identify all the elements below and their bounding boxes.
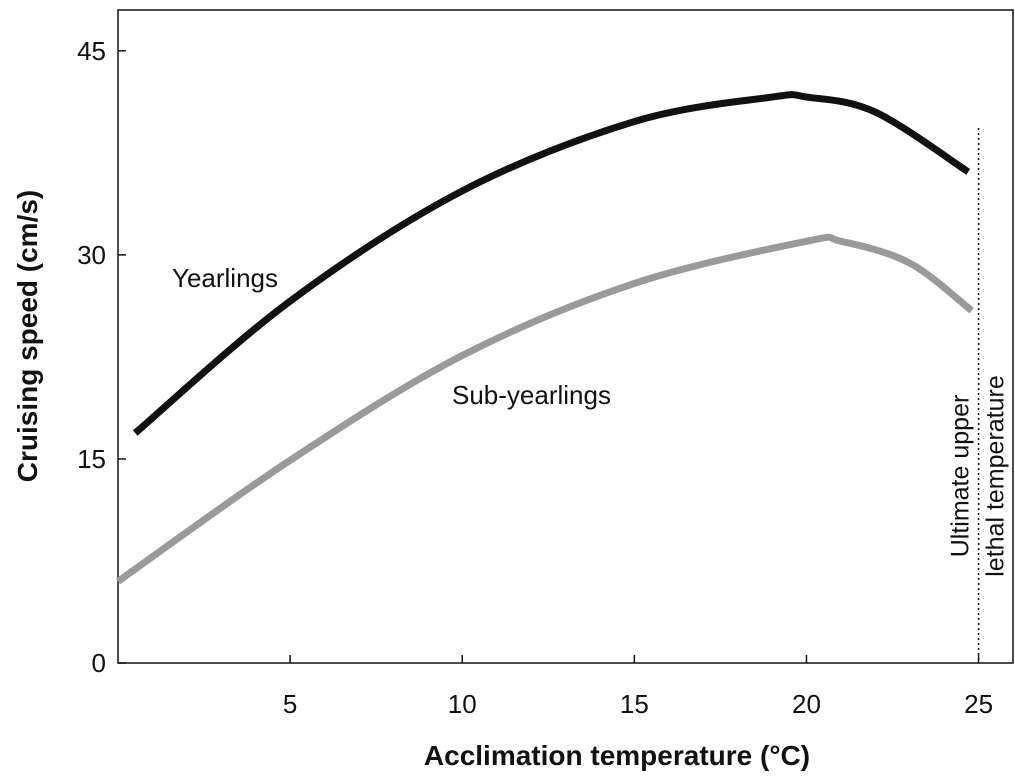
x-tick-label: 5: [283, 689, 297, 719]
y-tick-label: 15: [77, 444, 106, 474]
series-line: [132, 91, 971, 436]
y-tick-label: 30: [77, 240, 106, 270]
series-line: [115, 233, 974, 585]
x-tick-label: 20: [792, 689, 821, 719]
x-tick-label: 10: [448, 689, 477, 719]
x-axis-title: Acclimation temperature (°C): [424, 740, 810, 771]
y-axis-title: Cruising speed (cm/s): [12, 190, 43, 483]
reference-label: Ultimate upper: [947, 395, 975, 558]
y-tick-label: 0: [92, 648, 106, 678]
plot-frame: [117, 9, 1014, 664]
series-label: Sub-yearlings: [452, 380, 611, 410]
series-label: Yearlings: [172, 263, 278, 293]
x-tick-label: 25: [964, 689, 993, 719]
y-tick-label: 45: [77, 36, 106, 66]
x-tick-label: 15: [620, 689, 649, 719]
reference-label: lethal temperature: [982, 375, 1010, 577]
